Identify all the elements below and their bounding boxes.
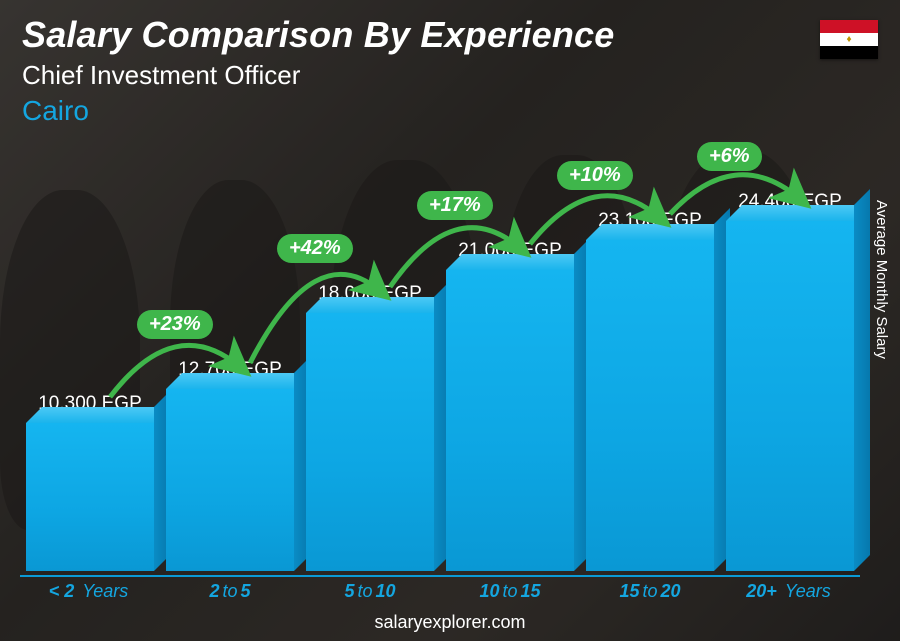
increment-badge: +23% xyxy=(137,310,213,339)
x-tick: 15to20 xyxy=(586,577,714,601)
increment-badge: +6% xyxy=(697,142,762,171)
increment-badge: +10% xyxy=(557,161,633,190)
bar-column: 23,100 EGP xyxy=(586,210,714,571)
bar xyxy=(446,270,574,571)
x-tick: 5to10 xyxy=(306,577,434,601)
x-tick: 20+ Years xyxy=(726,577,854,601)
bar xyxy=(306,313,434,571)
bar xyxy=(726,221,854,571)
chart-title: Salary Comparison By Experience xyxy=(22,14,614,56)
bar xyxy=(166,389,294,571)
chart-location: Cairo xyxy=(22,95,614,127)
header: Salary Comparison By Experience Chief In… xyxy=(22,14,614,127)
y-axis-label: Average Monthly Salary xyxy=(873,200,890,359)
chart-subtitle: Chief Investment Officer xyxy=(22,60,614,91)
bar xyxy=(586,240,714,571)
bar-column: 12,700 EGP xyxy=(166,359,294,571)
footer-attribution: salaryexplorer.com xyxy=(0,612,900,633)
increment-badge: +17% xyxy=(417,191,493,220)
bar-column: 24,400 EGP xyxy=(726,191,854,571)
x-tick: 10to15 xyxy=(446,577,574,601)
x-tick: < 2 Years xyxy=(26,577,154,601)
bar-column: 10,300 EGP xyxy=(26,393,154,571)
bar xyxy=(26,423,154,571)
bar-chart: 10,300 EGP12,700 EGP18,000 EGP21,000 EGP… xyxy=(20,111,860,571)
x-axis: < 2 Years 2to5 5to10 10to15 15to20 20+ Years xyxy=(20,575,860,601)
bar-column: 18,000 EGP xyxy=(306,283,434,571)
bar-column: 21,000 EGP xyxy=(446,240,574,571)
increment-badge: +42% xyxy=(277,234,353,263)
x-tick: 2to5 xyxy=(166,577,294,601)
flag-icon: ♦ xyxy=(820,20,878,59)
